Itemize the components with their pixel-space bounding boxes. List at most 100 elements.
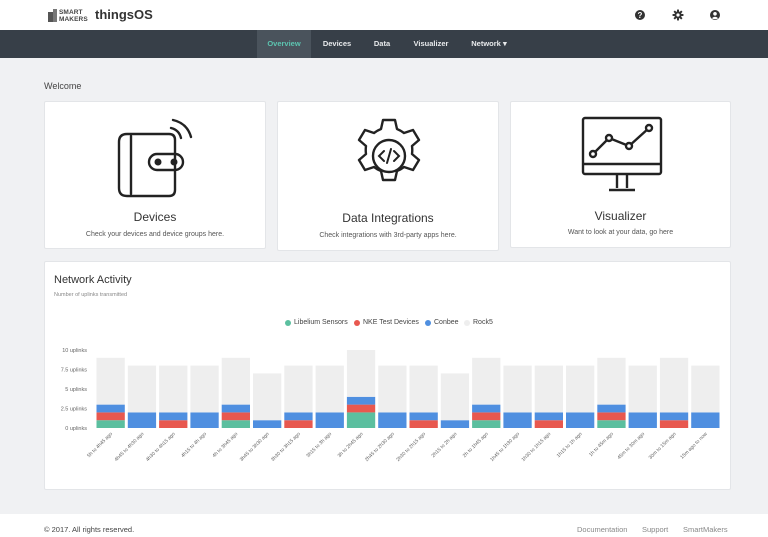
bar-segment-rock5 [534, 365, 563, 413]
x-tick-label: 4h30 to 4h15 ago [145, 431, 177, 463]
section-title: Network Activity [54, 274, 132, 286]
x-tick-label: 1h45 to 1h30 ago [489, 431, 521, 463]
bar-segment-rock5 [440, 373, 470, 421]
svg-text:?: ? [638, 11, 643, 20]
nav-overview[interactable]: Overview [257, 30, 311, 58]
bar-segment-rock5 [190, 365, 219, 413]
bar-segment-conbee [472, 404, 501, 413]
bar-segment-nke-test-devices [472, 412, 501, 421]
y-tick-label: 2.5 uplinks [61, 407, 88, 413]
y-tick-label: 7.5 uplinks [61, 368, 88, 374]
legend-nke[interactable]: NKE Test Devices [354, 319, 419, 326]
bar-segment-conbee [346, 396, 376, 405]
bar-segment-conbee [691, 412, 720, 428]
bar-segment-conbee [284, 412, 313, 421]
nav-visualizer[interactable]: Visualizer [413, 39, 449, 48]
y-tick-label: 5 uplinks [65, 387, 87, 393]
app-name[interactable]: thingsOS [95, 7, 153, 22]
device-icon [117, 118, 193, 198]
bar-segment-rock5 [96, 357, 125, 405]
footer: © 2017. All rights reserved. Documentati… [0, 514, 768, 537]
x-tick-label: 2h to 1h45 ago [462, 431, 490, 459]
brand-logo[interactable]: SMART MAKERS [48, 8, 88, 23]
bar-segment-libelium-sensors [472, 420, 501, 428]
bar-segment-conbee [628, 412, 657, 428]
bar-segment-conbee [315, 412, 344, 428]
legend-label: NKE Test Devices [363, 319, 419, 326]
bar-segment-rock5 [503, 365, 532, 413]
footer-link-support[interactable]: Support [642, 525, 669, 534]
data-integrations-card[interactable]: Data Integrations Check integrations wit… [277, 101, 499, 251]
x-tick-label: 1h to 45m ago [588, 431, 615, 458]
bar-segment-rock5 [346, 350, 376, 397]
network-activity-chart: 0 uplinks 2.5 uplinks 5 uplinks 7.5 uplinks… [61, 348, 720, 463]
legend-conbee[interactable]: Conbee [425, 319, 459, 326]
bar-segment-nke-test-devices [96, 412, 125, 421]
legend-swatch [464, 319, 470, 326]
bar-segment-conbee [503, 412, 532, 428]
bar-segment-nke-test-devices [346, 404, 376, 413]
x-tick-label: 2h30 to 2h15 ago [395, 431, 427, 463]
x-tick-label: 3h to 2h45 ago [337, 431, 365, 459]
bar-segment-conbee [566, 412, 595, 428]
bar-segment-rock5 [628, 365, 657, 413]
card-title: Devices [133, 210, 177, 224]
bar-segment-rock5 [659, 357, 689, 413]
legend-swatch [354, 319, 360, 326]
bar-segment-conbee [659, 412, 689, 421]
bar-segment-nke-test-devices [221, 412, 250, 421]
nav-network-dropdown[interactable]: Network ▾ [471, 39, 507, 48]
network-activity-panel: Network Activity Number of uplinks trans… [44, 261, 731, 490]
monitor-chart-icon [581, 116, 663, 192]
card-title: Visualizer [594, 209, 647, 223]
logo-text-line2: MAKERS [59, 16, 88, 23]
bar-segment-libelium-sensors [221, 420, 250, 428]
x-tick-label: 1h30 to 1h15 ago [520, 431, 552, 463]
bar-segment-nke-test-devices [534, 420, 563, 428]
bar-segment-rock5 [409, 365, 438, 413]
bar-segment-rock5 [691, 365, 720, 413]
bar-segment-nke-test-devices [284, 420, 313, 428]
x-tick-label: 30m to 15m ago [648, 431, 678, 461]
x-tick-label: 4h45 to 4h30 ago [114, 431, 146, 463]
x-tick-label: 3h15 to 3h ago [305, 431, 333, 459]
card-subtitle: Check integrations with 3rd-party apps h… [319, 232, 457, 239]
bar-segment-nke-test-devices [159, 420, 188, 428]
legend-swatch [425, 319, 431, 326]
user-icon[interactable] [709, 9, 721, 21]
bar-segment-conbee [190, 412, 219, 428]
legend-libelium[interactable]: Libelium Sensors [285, 319, 348, 326]
nav-data[interactable]: Data [373, 39, 391, 48]
bar-segment-libelium-sensors [346, 412, 376, 428]
welcome-heading: Welcome [44, 81, 82, 91]
nav-devices[interactable]: Devices [322, 39, 352, 48]
legend-rock5[interactable]: Rock5 [464, 319, 493, 326]
x-tick-label: 4h to 3h45 ago [211, 431, 239, 459]
gear-icon[interactable] [672, 9, 684, 21]
bar-segment-libelium-sensors [96, 420, 125, 428]
bar-segment-conbee [597, 404, 626, 413]
legend-swatch [285, 319, 291, 326]
bar-segment-conbee [534, 412, 563, 421]
bar-segment-rock5 [378, 365, 407, 413]
card-title: Data Integrations [342, 211, 434, 225]
visualizer-card[interactable]: Visualizer Want to look at your data, go… [510, 101, 731, 248]
x-tick-label: 4h15 to 4h ago [180, 431, 208, 459]
bar-segment-conbee [221, 404, 250, 413]
help-icon[interactable]: ? [634, 9, 646, 21]
bar-segment-conbee [127, 412, 157, 428]
footer-link-smartmakers[interactable]: SmartMakers [683, 525, 728, 534]
card-subtitle: Want to look at your data, go here [567, 229, 674, 236]
devices-card[interactable]: Devices Check your devices and device gr… [44, 101, 266, 249]
y-tick-label: 0 uplinks [65, 426, 87, 432]
bar-segment-nke-test-devices [597, 412, 626, 421]
legend-label: Rock5 [473, 319, 493, 326]
footer-link-documentation[interactable]: Documentation [577, 525, 628, 534]
bar-segment-rock5 [253, 373, 282, 421]
top-bar: SMART MAKERS thingsOS ? [0, 0, 768, 30]
logo-mark-2 [53, 9, 57, 22]
bar-segment-rock5 [597, 357, 626, 405]
bar-segment-rock5 [221, 357, 250, 405]
logo-mark [48, 12, 54, 22]
bar-segment-conbee [378, 412, 407, 428]
